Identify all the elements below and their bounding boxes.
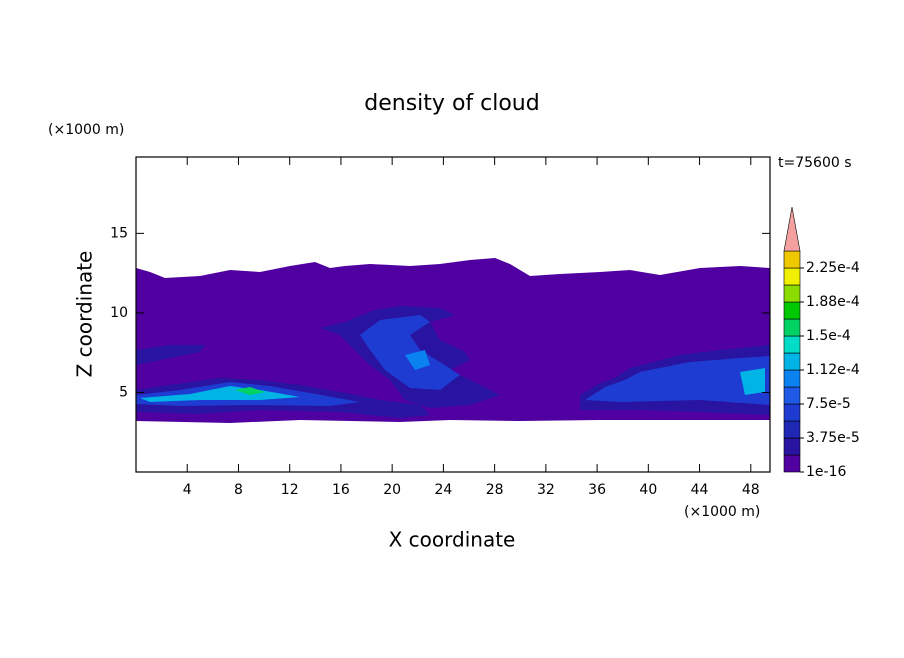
y-axis-label: Z coordinate (73, 251, 97, 378)
colorbar-box (783, 386, 801, 405)
x-tick-label: 24 (434, 482, 452, 498)
colorbar-box (783, 352, 801, 371)
colorbar-tick-label: 1e-16 (806, 464, 846, 480)
x-tick-label: 20 (383, 482, 401, 498)
x-tick-label: 36 (588, 482, 606, 498)
x-unit: (×1000 m) (684, 504, 760, 520)
x-tick-label: 16 (332, 482, 350, 498)
x-tick-label: 12 (281, 482, 299, 498)
colorbar-box (783, 420, 801, 439)
contour-region (405, 350, 430, 370)
y-unit: (×1000 m) (48, 122, 124, 138)
contour-region (136, 345, 205, 365)
x-tick-label: 32 (537, 482, 555, 498)
plot-frame (135, 156, 771, 473)
x-tick-label: 48 (742, 482, 760, 498)
contour-regions (136, 258, 770, 423)
colorbar-box (783, 403, 801, 422)
contour-region (740, 368, 765, 395)
colorbar-box (783, 267, 801, 286)
x-axis-label: X coordinate (389, 528, 516, 552)
x-tick-label: 8 (234, 482, 243, 498)
y-tick-label: 5 (119, 384, 128, 400)
colorbar-extension (783, 206, 801, 252)
contour-region (585, 356, 770, 405)
x-tick-label: 4 (183, 482, 192, 498)
x-tick-label: 40 (639, 482, 657, 498)
x-tick-label: 28 (486, 482, 504, 498)
colorbar-tick-label: 2.25e-4 (806, 260, 860, 276)
y-tick-label: 15 (110, 225, 128, 241)
colorbar-tick-label: 7.5e-5 (806, 396, 851, 412)
chart-title: density of cloud (364, 91, 539, 116)
contour-region (235, 387, 265, 395)
colorbar-box (783, 335, 801, 354)
colorbar-tick-label: 1.88e-4 (806, 294, 860, 310)
colorbar-box (783, 284, 801, 303)
colorbar-tick-label: 3.75e-5 (806, 430, 860, 446)
x-tick-label: 44 (691, 482, 709, 498)
colorbar-box (783, 301, 801, 320)
colorbar-box (783, 437, 801, 456)
colorbar-tick-label: 1.12e-4 (806, 362, 860, 378)
contour-region (140, 386, 300, 402)
colorbar-box (783, 369, 801, 388)
colorbar-box (783, 250, 801, 269)
colorbar-box (783, 454, 801, 473)
y-tick-label: 10 (110, 305, 128, 321)
annotation: t=75600 s (778, 155, 852, 171)
colorbar-tick-label: 1.5e-4 (806, 328, 851, 344)
contour-region (360, 315, 460, 390)
colorbar-box (783, 318, 801, 337)
